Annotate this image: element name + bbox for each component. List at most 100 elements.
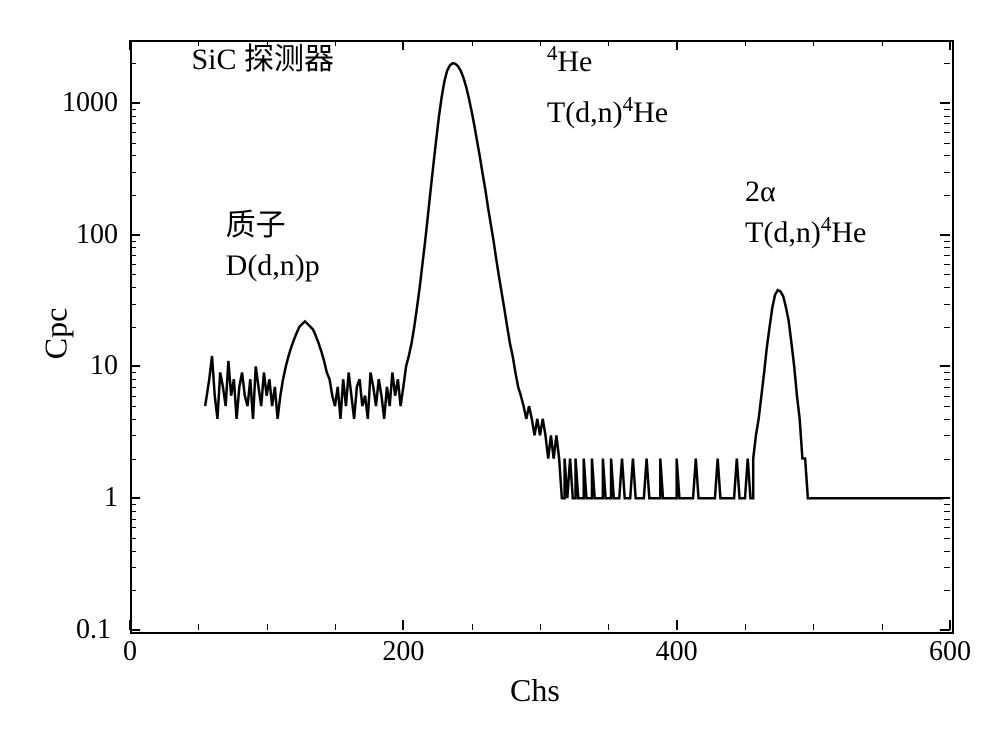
y-tick-minor [130, 40, 136, 41]
spectrum-line [20, 20, 980, 718]
y-tick [940, 497, 950, 499]
chart-container: Cpc Chs 02004006000.11101001000SiC 探测器质子… [20, 20, 980, 718]
annotation-peak1-line1: 质子 [226, 206, 286, 245]
y-tick-minor [944, 538, 950, 539]
y-tick-minor [944, 247, 950, 248]
x-tick-minor [882, 624, 883, 630]
y-tick-label: 100 [76, 219, 118, 251]
y-tick-minor [944, 459, 950, 460]
y-tick-minor [130, 123, 136, 124]
y-tick-minor [944, 63, 950, 64]
y-tick-minor [944, 274, 950, 275]
y-tick-minor [944, 195, 950, 196]
x-tick-minor [608, 40, 609, 46]
y-tick-minor [944, 519, 950, 520]
y-tick-minor [944, 435, 950, 436]
y-tick-minor [944, 527, 950, 528]
x-tick-minor [745, 624, 746, 630]
y-tick-minor [130, 63, 136, 64]
x-tick-minor [198, 624, 199, 630]
x-tick-minor [745, 40, 746, 46]
x-tick-minor [472, 624, 473, 630]
y-tick-minor [944, 551, 950, 552]
x-tick-label: 200 [382, 636, 424, 668]
x-tick [676, 620, 678, 630]
x-tick [676, 40, 678, 50]
y-tick-minor [944, 241, 950, 242]
y-tick-minor [944, 396, 950, 397]
y-tick-minor [944, 504, 950, 505]
y-tick [940, 629, 950, 631]
y-tick-minor [130, 109, 136, 110]
y-tick-minor [130, 511, 136, 512]
y-tick-label: 1000 [62, 87, 118, 119]
y-tick-minor [944, 304, 950, 305]
y-tick-minor [130, 241, 136, 242]
y-tick-minor [944, 172, 950, 173]
y-tick [130, 234, 140, 236]
x-tick-minor [335, 624, 336, 630]
annotation-title-detector: SiC 探测器 [192, 40, 335, 79]
y-tick-label: 0.1 [76, 614, 111, 646]
y-tick-minor [130, 274, 136, 275]
y-tick-minor [130, 379, 136, 380]
x-tick-minor [335, 40, 336, 46]
y-tick-minor [944, 155, 950, 156]
y-tick-minor [944, 287, 950, 288]
y-tick-minor [944, 264, 950, 265]
y-tick-minor [130, 372, 136, 373]
y-tick-minor [130, 155, 136, 156]
y-tick-minor [944, 387, 950, 388]
y-tick-minor [944, 255, 950, 256]
y-tick-minor [130, 264, 136, 265]
y-tick [940, 234, 950, 236]
y-tick-minor [944, 143, 950, 144]
x-tick-minor [472, 40, 473, 46]
x-tick-minor [882, 40, 883, 46]
y-tick-minor [130, 287, 136, 288]
y-tick-minor [130, 172, 136, 173]
y-tick-label: 10 [90, 350, 118, 382]
x-tick-minor [813, 40, 814, 46]
y-tick-minor [944, 109, 950, 110]
y-tick-minor [944, 372, 950, 373]
y-tick-minor [944, 40, 950, 41]
annotation-peak3-line2: T(d,n)4He [745, 211, 866, 252]
y-tick-minor [944, 511, 950, 512]
y-tick [130, 629, 140, 631]
x-tick-minor [540, 40, 541, 46]
y-tick-minor [130, 247, 136, 248]
x-tick [949, 40, 951, 50]
y-tick-minor [944, 327, 950, 328]
x-tick-minor [267, 624, 268, 630]
x-tick [402, 620, 404, 630]
y-tick [130, 102, 140, 104]
x-tick-minor [608, 624, 609, 630]
y-tick-minor [130, 435, 136, 436]
y-tick [940, 102, 950, 104]
y-tick-minor [130, 567, 136, 568]
y-tick-minor [130, 132, 136, 133]
x-tick-minor [813, 624, 814, 630]
y-tick-minor [130, 406, 136, 407]
y-tick-minor [130, 304, 136, 305]
y-tick-minor [130, 116, 136, 117]
y-tick-minor [130, 519, 136, 520]
y-tick-minor [130, 551, 136, 552]
y-tick-minor [130, 195, 136, 196]
y-tick [130, 497, 140, 499]
annotation-peak2-line2: T(d,n)4He [547, 91, 668, 132]
x-tick-label: 0 [123, 636, 137, 668]
y-tick-minor [944, 123, 950, 124]
y-tick-minor [944, 132, 950, 133]
x-tick-minor [540, 624, 541, 630]
y-tick-minor [944, 116, 950, 117]
y-tick-minor [130, 143, 136, 144]
y-tick [130, 365, 140, 367]
x-tick [402, 40, 404, 50]
y-tick-label: 1 [104, 482, 118, 514]
y-tick-minor [130, 590, 136, 591]
x-tick-label: 600 [929, 636, 971, 668]
y-tick-minor [130, 419, 136, 420]
x-tick-label: 400 [656, 636, 698, 668]
